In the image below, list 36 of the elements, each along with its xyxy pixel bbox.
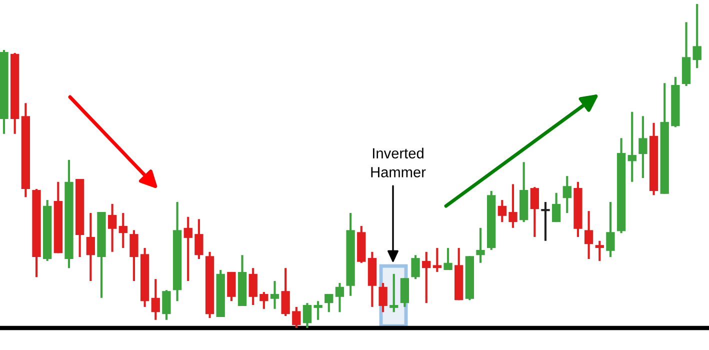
candlestick — [184, 216, 192, 282]
candlestick — [584, 210, 594, 260]
candlestick — [628, 110, 636, 183]
candlestick — [248, 267, 258, 306]
candlestick — [638, 115, 648, 180]
candlestick — [281, 267, 290, 318]
candlestick — [335, 282, 344, 314]
candlestick — [292, 306, 301, 328]
candlestick — [151, 278, 160, 321]
candlestick — [390, 272, 398, 314]
candlestick — [444, 246, 452, 272]
candlestick — [411, 254, 420, 280]
candlestick — [118, 212, 128, 250]
candlestick — [595, 240, 604, 262]
candlestick — [378, 282, 388, 314]
candlestick — [108, 202, 117, 253]
annotation: Inverted Hammer — [371, 148, 426, 178]
candlestick — [498, 198, 506, 224]
candlestick — [432, 246, 442, 273]
candlestick — [422, 250, 431, 304]
candlestick — [302, 302, 312, 328]
candlestick — [130, 229, 138, 282]
candlestick — [260, 290, 268, 310]
candlestick — [476, 226, 485, 264]
candlestick — [530, 186, 539, 238]
candlestick — [86, 212, 95, 282]
candlestick — [552, 192, 561, 224]
candlestick — [314, 300, 322, 321]
candlestick — [508, 183, 518, 229]
candlestick — [692, 2, 702, 70]
candlestick — [606, 200, 615, 258]
candlestick — [562, 175, 572, 214]
candlestick — [162, 289, 171, 321]
candlestick — [270, 280, 280, 310]
candlestick — [194, 218, 204, 260]
candlestick — [324, 292, 334, 314]
